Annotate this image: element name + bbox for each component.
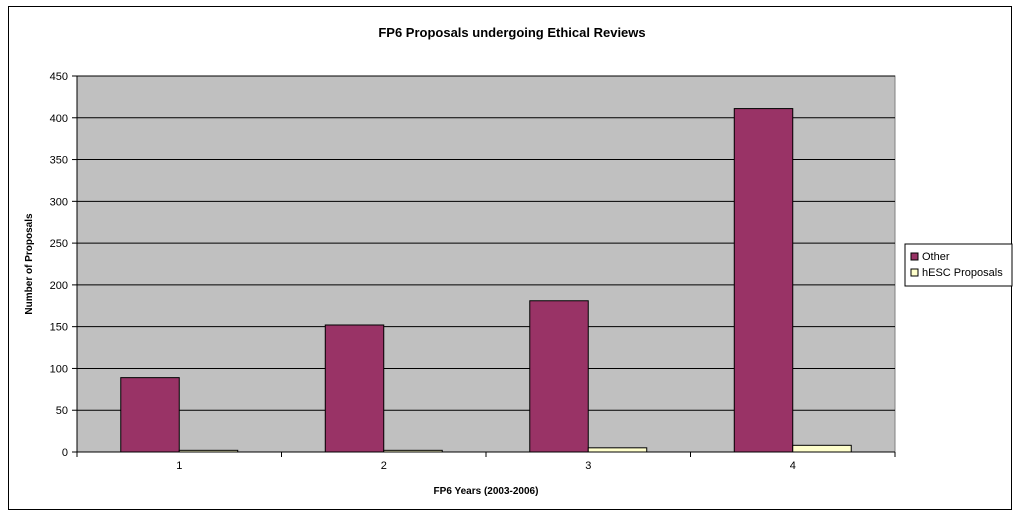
x-axis: 1 2 3 4: [76, 451, 896, 472]
y-tick-label: 300: [50, 196, 68, 208]
bar-hesc-proposals-3: [587, 447, 648, 453]
legend-label: hESC Proposals: [922, 267, 1003, 279]
y-axis-label: Number of Proposals: [24, 213, 35, 315]
y-tick-label: 450: [50, 71, 68, 83]
legend: Other hESC Proposals: [904, 243, 1013, 287]
bar-other-1: [120, 377, 180, 453]
bars: [120, 108, 852, 453]
y-axis: 0 50 100 150 200 250 300 350 400 450: [50, 71, 78, 459]
y-tick-label: 250: [50, 238, 68, 250]
bar-hesc-proposals-4: [792, 444, 852, 453]
legend-box: [904, 243, 1013, 287]
legend-swatch: [910, 268, 919, 277]
y-tick-label: 0: [62, 447, 68, 459]
bar-other-2: [324, 324, 385, 453]
y-tick-label: 50: [56, 405, 68, 417]
x-tick-label: 2: [381, 460, 387, 472]
y-tick-label: 200: [50, 280, 68, 292]
y-tick-label: 350: [50, 155, 68, 167]
x-tick-label: 1: [176, 460, 182, 472]
bar-other-4: [733, 108, 794, 453]
y-tick-label: 150: [50, 322, 68, 334]
x-tick-label: 3: [585, 460, 591, 472]
legend-swatch: [910, 252, 919, 261]
y-tick-label: 100: [50, 363, 68, 375]
legend-label: Other: [922, 251, 950, 263]
y-tick-label: 400: [50, 113, 68, 125]
x-axis-label: FP6 Years (2003-2006): [434, 486, 539, 497]
bar-other-3: [529, 300, 589, 453]
x-tick-label: 4: [790, 460, 796, 472]
chart-title: FP6 Proposals undergoing Ethical Reviews: [378, 25, 645, 40]
